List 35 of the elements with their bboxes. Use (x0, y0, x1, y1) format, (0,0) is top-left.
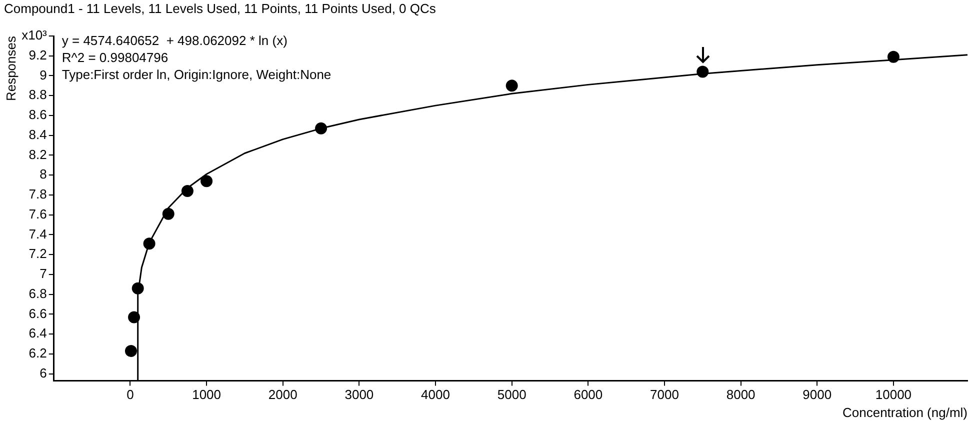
annotation: R^2 = 0.99804796 (62, 50, 168, 66)
x-tick-label: 9000 (802, 387, 832, 402)
x-tick-label: 3000 (344, 387, 374, 402)
y-tick-label: 6.6 (28, 306, 47, 321)
x-tick-label: 7000 (650, 387, 679, 402)
y-tick-label: 8.4 (28, 126, 47, 142)
y-tick-label: 8 (40, 166, 47, 182)
y-tick-label: 8.2 (28, 146, 47, 162)
y-tick-label: 8.8 (28, 87, 47, 102)
y-tick-label: x10³ (22, 28, 48, 43)
annotation: Type:First order ln, Origin:Ignore, Weight:None (62, 67, 332, 82)
x-tick-label: 8000 (726, 387, 756, 402)
chart-title: Compound1 - 11 Levels, 11 Levels Used, 11 Points, 11 Points Used, 0 QCs (4, 1, 436, 16)
y-tick-label: 6 (40, 365, 47, 380)
y-tick-label: 8.6 (28, 107, 47, 122)
annotation: y = 4574.640652 + 498.062092 * ln (x) (62, 33, 288, 48)
x-tick-label: 1000 (192, 387, 221, 402)
y-tick-label: 6.8 (28, 286, 47, 301)
y-tick-label: 7.4 (28, 226, 47, 242)
x-tick-label: 2000 (268, 387, 298, 402)
x-tick-label: 10000 (875, 387, 912, 402)
x-tick-label: 0 (126, 387, 134, 402)
x-tick-label: 4000 (421, 387, 450, 402)
x-tick-label: 5000 (497, 387, 526, 402)
x-tick-label: 6000 (574, 387, 603, 402)
y-tick-label: 9 (40, 67, 47, 82)
x-axis-title: Concentration (ng/ml) (842, 404, 968, 420)
y-tick-label: 7.6 (28, 206, 47, 222)
y-tick-label: 6.4 (28, 326, 47, 341)
y-tick-label: 7.2 (28, 246, 47, 262)
y-tick-label: 9.2 (28, 47, 47, 62)
y-tick-label: 6.2 (28, 346, 47, 361)
y-tick-label: 7 (40, 266, 47, 282)
y-tick-label: 7.8 (28, 186, 47, 202)
y-axis-title: Responses (3, 36, 18, 102)
